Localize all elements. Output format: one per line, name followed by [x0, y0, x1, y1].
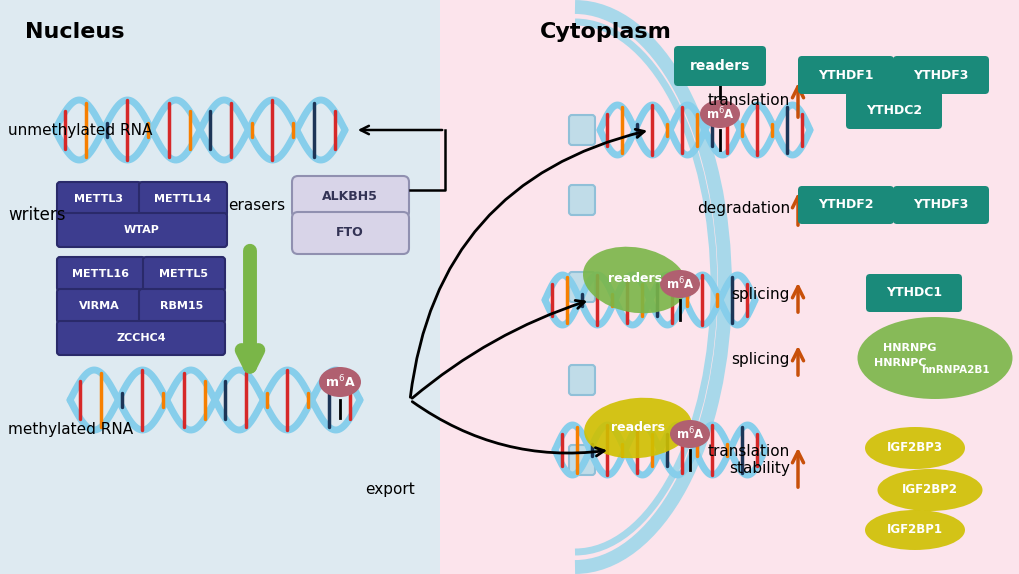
FancyBboxPatch shape: [139, 182, 227, 216]
Text: readers: readers: [689, 59, 749, 73]
FancyBboxPatch shape: [291, 212, 409, 254]
Text: METTL3: METTL3: [74, 194, 123, 204]
Ellipse shape: [669, 420, 709, 448]
FancyBboxPatch shape: [569, 365, 594, 395]
Text: ALKBH5: ALKBH5: [322, 191, 378, 204]
FancyBboxPatch shape: [139, 289, 225, 323]
Text: YTHDF3: YTHDF3: [912, 199, 968, 211]
Text: METTL5: METTL5: [159, 269, 208, 279]
Text: translation: translation: [707, 92, 790, 107]
Text: YTHDF3: YTHDF3: [912, 68, 968, 82]
FancyBboxPatch shape: [57, 182, 141, 216]
Text: VIRMA: VIRMA: [78, 301, 119, 311]
Text: readers: readers: [607, 272, 661, 285]
FancyBboxPatch shape: [797, 186, 893, 224]
FancyBboxPatch shape: [892, 56, 988, 94]
Ellipse shape: [864, 427, 964, 469]
Text: methylated RNA: methylated RNA: [8, 422, 133, 437]
FancyBboxPatch shape: [569, 445, 594, 475]
FancyBboxPatch shape: [57, 257, 145, 291]
FancyBboxPatch shape: [143, 257, 225, 291]
Ellipse shape: [659, 270, 699, 298]
Text: m$^6$A: m$^6$A: [705, 106, 734, 122]
Text: readers: readers: [610, 421, 664, 435]
Text: erasers: erasers: [228, 197, 285, 212]
Text: IGF2BP1: IGF2BP1: [887, 523, 943, 537]
FancyBboxPatch shape: [892, 186, 988, 224]
Bar: [439, 0, 1019, 574]
Text: RBM15: RBM15: [160, 301, 204, 311]
Ellipse shape: [583, 247, 687, 313]
Ellipse shape: [699, 100, 739, 128]
FancyBboxPatch shape: [674, 46, 765, 86]
Text: FTO: FTO: [336, 227, 364, 239]
Text: unmethylated RNA: unmethylated RNA: [8, 122, 152, 138]
Ellipse shape: [876, 469, 981, 511]
FancyBboxPatch shape: [569, 272, 594, 302]
Text: splicing: splicing: [731, 288, 790, 302]
FancyBboxPatch shape: [569, 115, 594, 145]
Text: splicing: splicing: [731, 352, 790, 367]
FancyBboxPatch shape: [57, 289, 141, 323]
FancyBboxPatch shape: [57, 213, 227, 247]
Ellipse shape: [864, 510, 964, 550]
Text: ZCCHC4: ZCCHC4: [116, 333, 166, 343]
Text: translation
stability: translation stability: [707, 444, 790, 476]
Text: writers: writers: [8, 206, 65, 224]
Text: Nucleus: Nucleus: [25, 22, 124, 42]
Text: YTHDC1: YTHDC1: [886, 286, 942, 300]
Text: hnRNPA2B1: hnRNPA2B1: [920, 365, 988, 375]
Text: IGF2BP3: IGF2BP3: [887, 441, 943, 455]
Text: WTAP: WTAP: [124, 225, 160, 235]
FancyBboxPatch shape: [569, 185, 594, 215]
Text: HNRNPG: HNRNPG: [882, 343, 935, 353]
Ellipse shape: [319, 367, 361, 397]
Text: YTHDC2: YTHDC2: [865, 103, 921, 117]
Text: METTL16: METTL16: [72, 269, 129, 279]
Ellipse shape: [584, 398, 691, 458]
FancyBboxPatch shape: [291, 176, 409, 218]
Text: HNRNPC: HNRNPC: [873, 358, 925, 368]
Text: Cytoplasm: Cytoplasm: [539, 22, 672, 42]
FancyBboxPatch shape: [865, 274, 961, 312]
Text: m$^6$A: m$^6$A: [664, 276, 694, 292]
Text: IGF2BP2: IGF2BP2: [901, 483, 957, 497]
FancyBboxPatch shape: [797, 56, 893, 94]
Text: m$^6$A: m$^6$A: [675, 426, 704, 443]
Ellipse shape: [857, 317, 1012, 399]
Text: YTHDF2: YTHDF2: [817, 199, 873, 211]
Text: m$^6$A: m$^6$A: [324, 374, 355, 390]
Text: YTHDF1: YTHDF1: [817, 68, 873, 82]
Text: degradation: degradation: [696, 200, 790, 215]
Text: export: export: [365, 483, 415, 498]
FancyBboxPatch shape: [845, 91, 942, 129]
FancyBboxPatch shape: [57, 321, 225, 355]
Text: METTL14: METTL14: [154, 194, 211, 204]
